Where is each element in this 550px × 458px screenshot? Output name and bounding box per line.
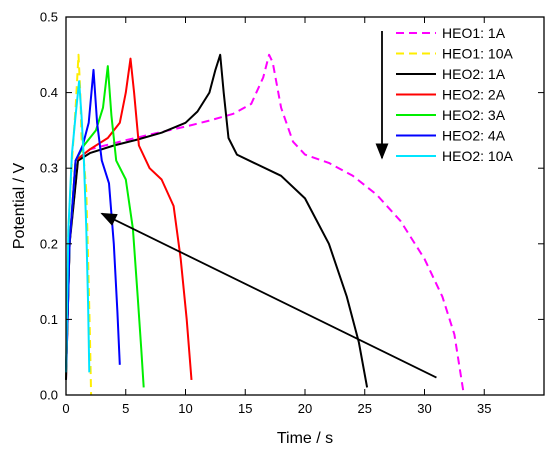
series-line-4 [65,57,193,380]
tick-labels: 0 5 10 15 20 25 30 35 0.0 0.1 0.2 0.3 0.4 0.5 [40,10,492,417]
y-tick-label: 0.1 [40,312,58,327]
y-tick-label: 0.3 [40,161,58,176]
legend-label-5: HEO2: 3A [442,107,506,123]
x-tick-label: 0 [62,401,69,416]
legend-label-4: HEO2: 2A [442,87,506,103]
legend: HEO1: 1A HEO1: 10A HEO2: 1A HEO2: 2A HEO2: 3… [396,25,513,164]
legend-label-3: HEO2: 1A [442,66,506,82]
x-tick-label: 35 [477,401,491,416]
series-line-5 [65,65,145,388]
y-tick-label: 0.5 [40,10,58,25]
x-tick-label: 5 [122,401,129,416]
x-tick-label: 15 [238,401,252,416]
legend-label-7: HEO2: 10A [442,148,513,164]
series-line-3 [65,53,369,388]
series-line-7 [65,80,91,373]
x-tick-label: 30 [417,401,431,416]
series-line-2 [65,53,93,396]
series-line-6 [65,68,121,373]
y-tick-label: 0.2 [40,236,58,251]
series-line-1 [65,53,465,396]
y-axis-title: Potential / V [11,163,28,250]
x-tick-label: 20 [298,401,312,416]
axes [65,16,545,396]
legend-label-1: HEO1: 1A [442,25,506,41]
annotations [100,31,437,379]
legend-label-6: HEO2: 4A [442,128,506,144]
x-tick-label: 25 [358,401,372,416]
y-tick-label: 0.4 [40,85,58,100]
legend-label-2: HEO1: 10A [442,46,513,62]
x-tick-label: 10 [178,401,192,416]
plot-area [65,53,465,396]
arrow-annotation-1 [100,212,437,379]
y-tick-label: 0.0 [40,388,58,403]
x-axis-title: Time / s [277,430,333,447]
